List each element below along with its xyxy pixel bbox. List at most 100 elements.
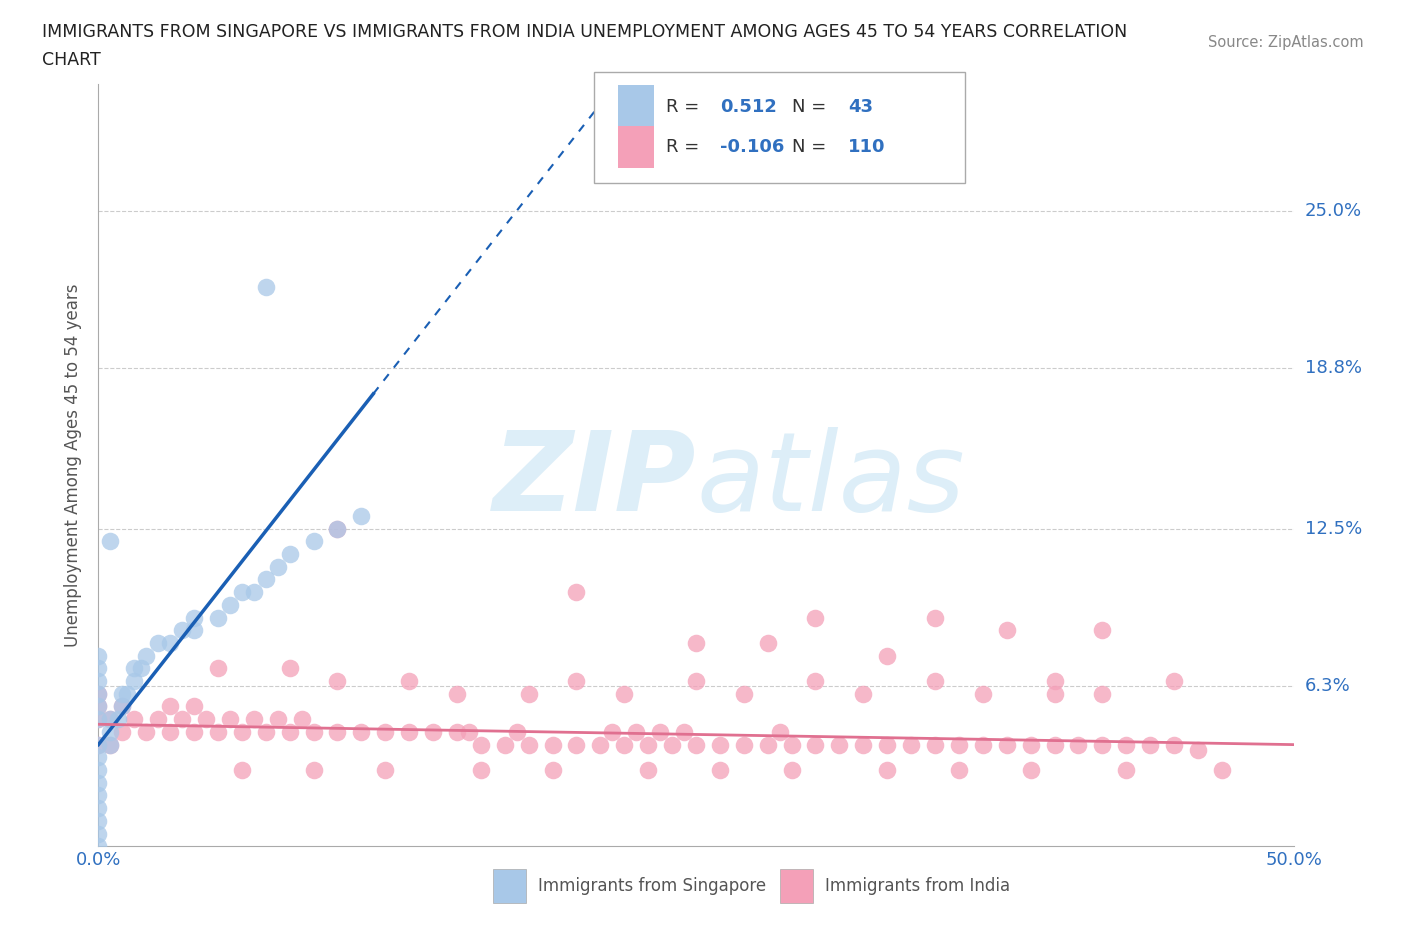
Point xyxy=(219,597,242,612)
Point xyxy=(98,724,122,739)
Point xyxy=(87,648,110,663)
Point xyxy=(159,699,181,714)
Point xyxy=(124,711,146,726)
Point xyxy=(602,724,624,739)
Point xyxy=(398,673,420,688)
Text: atlas: atlas xyxy=(696,427,965,534)
Point xyxy=(1115,763,1137,777)
Point xyxy=(995,623,1018,638)
Point xyxy=(398,724,420,739)
FancyBboxPatch shape xyxy=(619,126,654,167)
Point xyxy=(183,610,205,625)
Point xyxy=(972,737,994,752)
Point xyxy=(374,724,396,739)
Point xyxy=(876,648,898,663)
Text: 12.5%: 12.5% xyxy=(1305,520,1362,538)
Point xyxy=(267,559,290,574)
Point xyxy=(1067,737,1090,752)
FancyBboxPatch shape xyxy=(779,870,813,904)
Text: 110: 110 xyxy=(848,138,886,156)
Point xyxy=(243,585,266,600)
Point xyxy=(1139,737,1161,752)
Point xyxy=(613,686,636,701)
Point xyxy=(87,686,110,701)
Point xyxy=(131,661,153,676)
Point xyxy=(1019,737,1042,752)
Point xyxy=(804,610,827,625)
Point xyxy=(87,737,110,752)
Point xyxy=(87,750,110,764)
Point xyxy=(1187,742,1209,757)
Point xyxy=(87,839,110,854)
Text: 43: 43 xyxy=(848,98,873,115)
Point xyxy=(876,763,898,777)
Text: R =: R = xyxy=(666,98,704,115)
Point xyxy=(565,737,588,752)
Point xyxy=(98,711,122,726)
Point xyxy=(1043,737,1066,752)
Text: -0.106: -0.106 xyxy=(720,138,785,156)
Text: Source: ZipAtlas.com: Source: ZipAtlas.com xyxy=(1208,35,1364,50)
Point xyxy=(470,763,492,777)
Point xyxy=(326,521,349,536)
Point xyxy=(1163,737,1185,752)
Point xyxy=(350,724,373,739)
Point xyxy=(709,737,731,752)
Point xyxy=(87,711,110,726)
Point xyxy=(207,724,229,739)
Point xyxy=(111,699,134,714)
Y-axis label: Unemployment Among Ages 45 to 54 years: Unemployment Among Ages 45 to 54 years xyxy=(65,284,83,646)
Point xyxy=(995,737,1018,752)
Point xyxy=(733,686,755,701)
Point xyxy=(278,547,301,562)
Point xyxy=(470,737,492,752)
Point xyxy=(87,711,110,726)
Point xyxy=(87,737,110,752)
Point xyxy=(422,724,444,739)
Point xyxy=(87,661,110,676)
Point xyxy=(648,724,672,739)
Point xyxy=(87,699,110,714)
Point xyxy=(278,661,301,676)
Point xyxy=(148,635,170,650)
Text: CHART: CHART xyxy=(42,51,101,69)
FancyBboxPatch shape xyxy=(595,73,965,183)
Point xyxy=(613,737,636,752)
Point xyxy=(98,711,122,726)
Point xyxy=(1091,686,1114,701)
FancyBboxPatch shape xyxy=(494,870,526,904)
Point xyxy=(111,699,134,714)
Point xyxy=(278,724,301,739)
Point xyxy=(768,724,790,739)
Point xyxy=(231,724,253,739)
Point xyxy=(115,686,138,701)
Point xyxy=(876,737,898,752)
Point xyxy=(804,673,827,688)
Point xyxy=(374,763,396,777)
Point xyxy=(541,763,564,777)
Point xyxy=(267,711,290,726)
Point xyxy=(231,763,253,777)
Point xyxy=(135,724,157,739)
Point xyxy=(685,673,707,688)
Point xyxy=(207,610,229,625)
Point xyxy=(87,776,110,790)
Point xyxy=(661,737,683,752)
Text: 18.8%: 18.8% xyxy=(1305,359,1361,378)
Point xyxy=(172,623,194,638)
Point xyxy=(98,737,122,752)
Point xyxy=(517,737,540,752)
Point xyxy=(124,673,146,688)
Point xyxy=(924,673,946,688)
Point xyxy=(124,661,146,676)
Point xyxy=(924,737,946,752)
Point xyxy=(900,737,922,752)
Point xyxy=(1211,763,1233,777)
Point xyxy=(326,673,349,688)
Text: Immigrants from Singapore: Immigrants from Singapore xyxy=(538,877,766,895)
Point xyxy=(326,521,349,536)
Point xyxy=(302,724,325,739)
Point xyxy=(87,763,110,777)
Point xyxy=(302,763,325,777)
Point xyxy=(924,610,946,625)
